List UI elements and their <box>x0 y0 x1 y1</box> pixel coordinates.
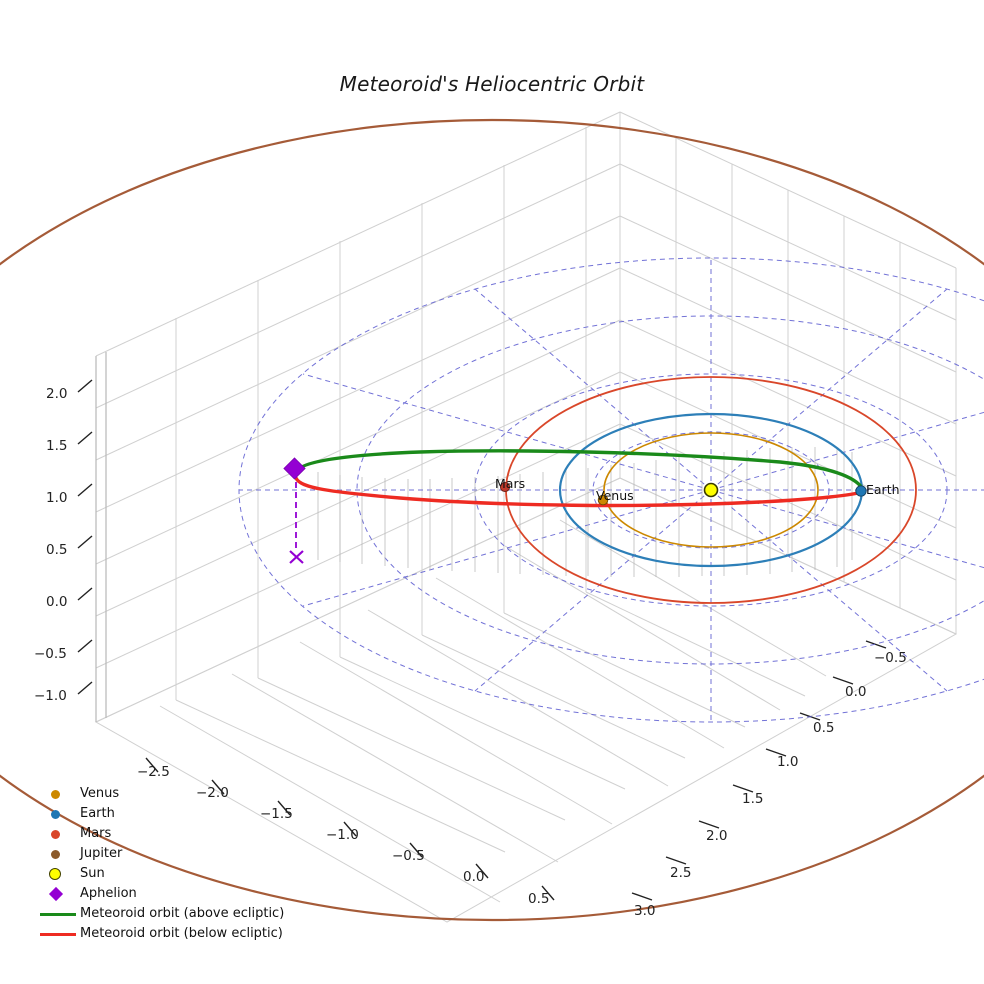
aphelion-marker <box>283 457 306 480</box>
legend-label: Meteoroid orbit (above ecliptic) <box>80 906 285 921</box>
y-tick-label: 2.0 <box>706 828 728 844</box>
x-tick-label: −2.0 <box>196 785 229 801</box>
venus-marker <box>597 494 609 506</box>
z-tick-label: −0.5 <box>34 646 67 662</box>
z-tick-label: −1.0 <box>34 688 67 704</box>
legend-label: Aphelion <box>80 886 137 901</box>
y-tick-label: 0.0 <box>845 684 867 700</box>
y-tick-label: 1.0 <box>777 754 799 770</box>
jupiter-marker-icon <box>36 844 80 864</box>
venus-orbit <box>603 432 819 548</box>
meteoroid-orbit-above <box>294 449 864 490</box>
legend-item-jupiter[interactable]: Jupiter <box>36 844 336 864</box>
legend-item-sun[interactable]: Sun <box>36 864 336 884</box>
x-tick-label: −2.5 <box>137 764 170 780</box>
earth-marker <box>855 485 867 497</box>
z-tick-label: 0.5 <box>46 542 68 558</box>
legend-label: Venus <box>80 786 120 801</box>
green-line-icon <box>36 904 80 924</box>
legend-label: Sun <box>80 866 105 881</box>
legend-item-venus[interactable]: Venus <box>36 784 336 804</box>
label-venus: Venus <box>596 488 634 503</box>
label-earth: Earth <box>866 482 900 497</box>
z-tick-label: 1.5 <box>46 438 68 454</box>
legend-item-earth[interactable]: Earth <box>36 804 336 824</box>
legend-label: Meteoroid orbit (below ecliptic) <box>80 926 283 941</box>
x-tick-label: 0.0 <box>463 869 485 885</box>
meteoroid-orbit-below <box>294 476 864 508</box>
x-tick-label: −0.5 <box>392 848 425 864</box>
chart-title: Meteoroid's Heliocentric Orbit <box>339 72 645 96</box>
y-tick-label: 3.0 <box>634 903 656 919</box>
red-line-icon <box>36 924 80 944</box>
aphelion-drop-line <box>289 472 304 564</box>
x-tick-label: −1.5 <box>260 806 293 822</box>
grid-floor <box>94 164 958 923</box>
legend-item-mars[interactable]: Mars <box>36 824 336 844</box>
orbit-drop-lines <box>317 447 853 577</box>
axis-ticks <box>77 379 887 901</box>
jupiter-orbit <box>0 119 984 921</box>
legend-item-orbit-above[interactable]: Meteoroid orbit (above ecliptic) <box>36 904 336 924</box>
y-tick-label: 2.5 <box>670 865 692 881</box>
z-tick-label: 0.0 <box>46 594 68 610</box>
sun-marker <box>703 482 719 498</box>
venus-marker-icon <box>36 784 80 804</box>
legend-label: Mars <box>80 826 112 841</box>
y-tick-label: 1.5 <box>742 791 764 807</box>
legend-item-orbit-below[interactable]: Meteoroid orbit (below ecliptic) <box>36 924 336 944</box>
y-tick-label: 0.5 <box>813 720 835 736</box>
aphelion-marker-icon <box>36 884 80 904</box>
legend-item-aphelion[interactable]: Aphelion <box>36 884 336 904</box>
mars-marker-icon <box>36 824 80 844</box>
y-tick-label: −0.5 <box>874 650 907 666</box>
sun-marker-icon <box>36 864 80 884</box>
axes-3d-grid <box>94 111 958 923</box>
legend: Venus Earth Mars Jupiter Sun <box>36 784 336 944</box>
earth-marker-icon <box>36 804 80 824</box>
legend-label: Earth <box>80 806 115 821</box>
label-mars: Mars <box>495 476 526 491</box>
x-tick-label: −1.0 <box>326 827 359 843</box>
z-tick-label: 2.0 <box>46 386 68 402</box>
z-tick-label: 1.0 <box>46 490 68 506</box>
x-tick-label: 0.5 <box>528 891 550 907</box>
z-axis-spine <box>95 352 107 722</box>
legend-label: Jupiter <box>80 846 123 861</box>
mars-marker <box>499 481 511 493</box>
